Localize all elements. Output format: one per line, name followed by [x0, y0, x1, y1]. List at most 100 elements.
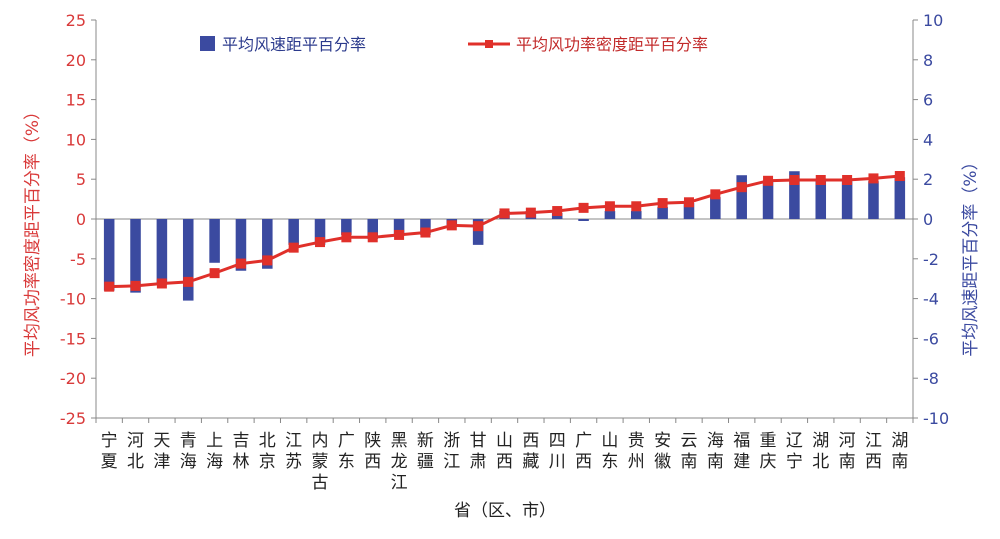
- series-line: [109, 174, 900, 289]
- category-label: 河北: [127, 431, 144, 472]
- right-tick-label: -10: [923, 409, 949, 428]
- x-axis-title: 省（区、市）: [454, 501, 556, 521]
- bar: [182, 219, 194, 301]
- bar: [393, 219, 405, 235]
- left-tick-label: 15: [66, 91, 86, 110]
- category-label: 江西: [865, 431, 882, 472]
- category-label: 安徽: [654, 431, 671, 472]
- left-tick-label: -25: [60, 409, 86, 428]
- left-tick-label: -15: [60, 329, 86, 348]
- category-label: 云南: [680, 431, 697, 472]
- bar: [130, 219, 141, 293]
- line-point: [446, 220, 457, 231]
- left-tick-label: 5: [76, 170, 86, 189]
- line-point: [815, 174, 826, 185]
- bar: [604, 211, 616, 219]
- line-point: [894, 171, 905, 182]
- bar: [710, 197, 721, 219]
- line-point: [552, 206, 563, 217]
- category-label: 河南: [839, 431, 856, 472]
- line-point: [604, 201, 615, 212]
- line-point: [130, 280, 141, 291]
- bar: [683, 203, 695, 219]
- line-point: [262, 255, 273, 266]
- bar: [367, 219, 378, 239]
- bar: [762, 181, 774, 219]
- bar: [341, 219, 352, 235]
- line-point: [209, 268, 220, 279]
- right-tick-label: 4: [923, 130, 933, 149]
- category-label: 江苏: [285, 431, 302, 472]
- category-label: 陕西: [364, 431, 381, 472]
- legend-line-marker: [485, 40, 493, 48]
- right-tick-label: 0: [923, 210, 933, 229]
- line-point: [235, 258, 246, 269]
- legend-bar-swatch: [200, 36, 215, 51]
- line-point: [710, 189, 721, 200]
- line-point: [578, 202, 589, 213]
- line-point: [394, 229, 405, 240]
- category-label: 西藏: [522, 431, 539, 472]
- bar: [657, 207, 668, 219]
- category-label: 黑龙江: [391, 431, 408, 493]
- left-tick-label: -20: [60, 369, 86, 388]
- legend-bar-label: 平均风速距平百分率: [222, 35, 366, 54]
- left-tick-label: -10: [60, 290, 86, 309]
- right-tick-label: -2: [923, 250, 939, 269]
- category-label: 湖南: [891, 431, 908, 472]
- category-label: 吉林: [232, 431, 249, 472]
- category-label: 湖北: [812, 431, 829, 472]
- right-tick-label: 2: [923, 170, 933, 189]
- line-point: [868, 173, 879, 184]
- line-point: [420, 227, 431, 238]
- category-label: 辽宁: [786, 431, 803, 472]
- category-label: 福建: [733, 431, 750, 472]
- bar: [789, 171, 800, 219]
- legend-line-label: 平均风功率密度距平百分率: [516, 35, 708, 54]
- line-point: [763, 175, 774, 186]
- bar: [209, 219, 220, 263]
- category-label: 浙江: [443, 431, 460, 472]
- bar: [736, 175, 747, 219]
- line-point: [789, 174, 800, 185]
- category-label: 甘肃: [470, 431, 487, 472]
- category-label: 山东: [601, 431, 618, 472]
- category-label: 北京: [259, 431, 276, 472]
- bar: [472, 219, 484, 245]
- legend: 平均风速距平百分率 平均风功率密度距平百分率: [200, 35, 708, 54]
- line-point: [315, 237, 326, 248]
- category-label: 天津: [153, 431, 170, 472]
- bar: [156, 219, 168, 285]
- left-tick-label: 10: [66, 130, 86, 149]
- bar: [314, 219, 326, 245]
- category-label: 内蒙古: [312, 431, 329, 493]
- right-axis-title: 平均风速距平百分率（%）: [961, 153, 981, 356]
- bar: [103, 219, 115, 291]
- line-point: [499, 208, 510, 219]
- line-point: [736, 182, 747, 193]
- labels: -25-20-15-10-50510152025-10-8-6-4-202468…: [60, 11, 949, 493]
- line-point: [657, 198, 668, 209]
- category-label: 四川: [549, 431, 566, 472]
- bar-series: [103, 171, 906, 301]
- left-tick-label: 25: [66, 11, 86, 30]
- line-point: [473, 221, 484, 232]
- line-point: [156, 278, 167, 289]
- bar: [578, 219, 589, 221]
- line-point: [341, 232, 352, 243]
- right-tick-label: -4: [923, 290, 939, 309]
- bar: [868, 181, 879, 219]
- category-label: 广西: [575, 431, 592, 472]
- line-point: [288, 242, 299, 253]
- category-label: 新疆: [417, 431, 434, 472]
- line-point: [842, 174, 853, 185]
- left-tick-label: -5: [70, 250, 86, 269]
- left-tick-label: 20: [66, 51, 86, 70]
- line-point: [367, 232, 378, 243]
- right-tick-label: 8: [923, 51, 933, 70]
- bar: [262, 219, 273, 269]
- bar: [631, 211, 642, 219]
- line-point: [104, 281, 115, 292]
- category-label: 宁夏: [101, 431, 118, 472]
